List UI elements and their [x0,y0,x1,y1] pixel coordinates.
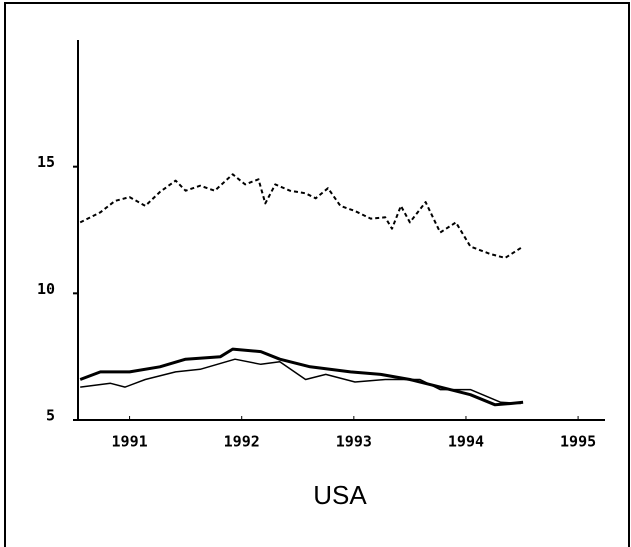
y-tick-label: 15 [37,153,55,171]
x-tick-label: 1993 [336,433,372,451]
frame [4,2,630,547]
x-tick-label: 1992 [224,433,260,451]
x-tick-label: 1995 [560,433,596,451]
chart-title: USA [313,480,367,510]
y-tick-label: 10 [37,280,55,298]
y-tick-label: 5 [46,407,55,425]
x-tick-label: 1991 [112,433,148,451]
x-tick-label: 1994 [448,433,484,451]
series-line [80,358,521,405]
series-line [79,173,524,259]
series-line [79,347,524,407]
